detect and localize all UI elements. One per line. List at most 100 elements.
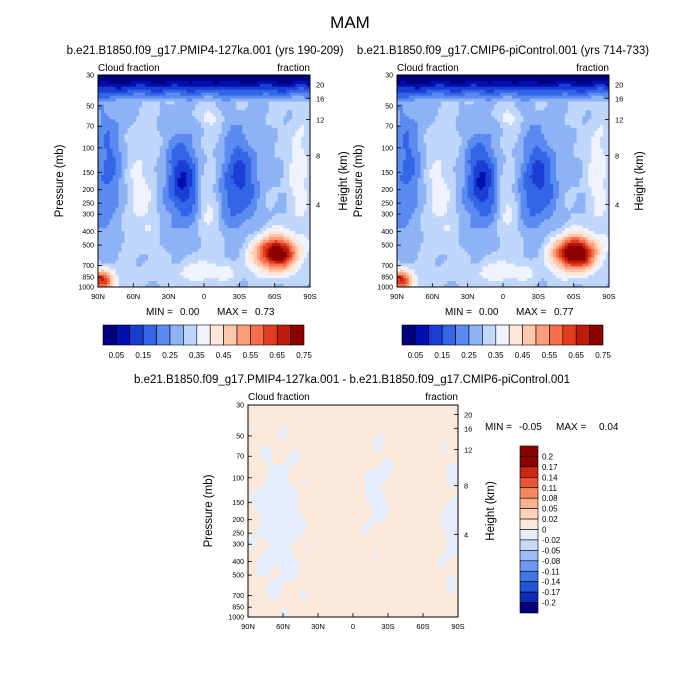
contour-cell bbox=[139, 154, 143, 158]
contour-cell bbox=[224, 116, 228, 120]
contour-cell bbox=[168, 119, 173, 123]
contour-cell bbox=[262, 148, 267, 152]
contour-cell bbox=[268, 77, 273, 82]
contour-cell bbox=[177, 272, 181, 276]
contour-cell bbox=[103, 210, 108, 214]
contour-cell bbox=[295, 166, 299, 170]
contour-cell bbox=[159, 239, 164, 244]
contour-cell bbox=[201, 172, 205, 176]
contour-cell bbox=[251, 154, 255, 158]
contour-cell bbox=[215, 284, 220, 288]
contour-cell bbox=[159, 260, 164, 264]
contour-cell bbox=[115, 136, 120, 141]
contour-cell bbox=[218, 242, 223, 247]
contour-cell bbox=[289, 284, 293, 288]
contour-cell bbox=[201, 89, 205, 94]
contour-cell bbox=[227, 260, 231, 264]
contour-cell bbox=[198, 172, 202, 176]
contour-cell bbox=[112, 92, 117, 97]
contour-cell bbox=[239, 275, 243, 279]
contour-cell bbox=[171, 195, 175, 200]
contour-cell bbox=[298, 225, 302, 229]
contour-cell bbox=[133, 186, 137, 191]
contour-cell bbox=[174, 201, 178, 205]
contour-cell bbox=[268, 269, 273, 273]
contour-cell bbox=[230, 225, 234, 229]
contour-cell bbox=[145, 98, 149, 102]
contour-cell bbox=[186, 154, 190, 158]
contour-cell bbox=[115, 181, 120, 185]
contour-cell bbox=[239, 228, 243, 232]
contour-cell bbox=[204, 257, 208, 261]
contour-cell bbox=[145, 139, 149, 144]
contour-cell bbox=[100, 160, 105, 164]
contour-cell bbox=[142, 278, 146, 282]
contour-cell bbox=[112, 234, 117, 238]
contour-cell bbox=[112, 172, 117, 176]
contour-cell bbox=[198, 210, 202, 214]
contour-cell bbox=[156, 284, 161, 288]
contour-cell bbox=[118, 222, 122, 226]
contour-cell bbox=[162, 116, 167, 120]
contour-cell bbox=[215, 198, 220, 203]
contour-cell bbox=[195, 104, 199, 108]
contour-cell bbox=[218, 148, 223, 152]
contour-cell bbox=[174, 219, 178, 223]
contour-cell bbox=[245, 228, 249, 232]
contour-cell bbox=[268, 234, 273, 238]
contour-cell bbox=[298, 133, 302, 138]
contour-cell bbox=[227, 175, 231, 179]
contour-cell bbox=[165, 219, 170, 223]
contour-cell bbox=[109, 104, 114, 108]
contour-cell bbox=[233, 239, 237, 244]
contour-cell bbox=[136, 260, 140, 264]
contour-cell bbox=[206, 145, 211, 150]
contour-cell bbox=[112, 175, 117, 179]
contour-cell bbox=[262, 107, 267, 111]
contour-cell bbox=[268, 116, 273, 120]
contour-cell bbox=[295, 110, 299, 114]
contour-cell bbox=[298, 104, 302, 108]
contour-cell bbox=[298, 189, 302, 194]
contour-cell bbox=[233, 128, 237, 132]
contour-cell bbox=[212, 260, 217, 264]
contour-cell bbox=[151, 234, 155, 238]
contour-cell bbox=[239, 133, 243, 138]
contour-cell bbox=[204, 228, 208, 232]
contour-cell bbox=[221, 89, 226, 94]
contour-cell bbox=[127, 225, 131, 229]
contour-cell bbox=[298, 75, 302, 79]
contour-cell bbox=[139, 198, 143, 203]
contour-cell bbox=[186, 269, 190, 273]
contour-cell bbox=[192, 269, 196, 273]
contour-cell bbox=[283, 278, 287, 282]
contour-cell bbox=[162, 130, 167, 135]
contour-cell bbox=[130, 166, 134, 170]
contour-cell bbox=[259, 148, 264, 152]
contour-cell bbox=[206, 83, 211, 88]
contour-cell bbox=[127, 248, 131, 253]
contour-cell bbox=[177, 236, 181, 241]
contour-cell bbox=[109, 236, 114, 241]
contour-cell bbox=[245, 207, 249, 211]
contour-cell bbox=[209, 239, 214, 244]
contour-cell bbox=[204, 113, 208, 117]
contour-cell bbox=[198, 89, 202, 94]
contour-cell bbox=[174, 92, 178, 97]
contour-cell bbox=[151, 139, 155, 144]
contour-cell bbox=[112, 254, 117, 258]
contour-cell bbox=[115, 269, 120, 273]
contour-cell bbox=[127, 148, 131, 152]
contour-cell bbox=[165, 151, 170, 155]
contour-cell bbox=[245, 107, 249, 111]
contour-cell bbox=[268, 83, 273, 88]
contour-cell bbox=[221, 195, 226, 200]
contour-cell bbox=[142, 110, 146, 114]
contour-cell bbox=[156, 89, 161, 94]
contour-cell bbox=[156, 128, 161, 132]
contour-cell bbox=[227, 248, 231, 253]
contour-cell bbox=[259, 107, 264, 111]
contour-cell bbox=[265, 154, 270, 158]
contour-cell bbox=[289, 207, 293, 211]
contour-cell bbox=[298, 86, 302, 91]
